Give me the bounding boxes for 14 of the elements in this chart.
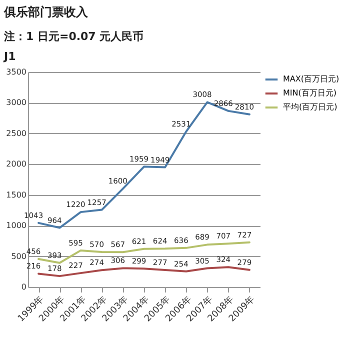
chart-subtitle: 注：1 日元=0.07 元人民币: [4, 29, 145, 44]
legend-label: MIN(百万日元): [283, 88, 336, 98]
y-tick-label: 0: [21, 282, 26, 292]
y-tick-label: 1000: [6, 221, 26, 230]
legend-label: 平均(百万日元): [283, 102, 338, 112]
y-tick-label: 3000: [6, 98, 26, 108]
y-tick-label: 3500: [6, 68, 26, 76]
y-tick-label: 2500: [6, 128, 26, 138]
text: J1: [4, 50, 17, 63]
y-tick-label: 500: [11, 252, 26, 261]
chart-title: 俱乐部门票收入: [4, 4, 89, 21]
y-tick-label: 1500: [6, 190, 26, 200]
legend-label: MAX(百万日元): [283, 74, 340, 84]
y-tick-label: 2000: [6, 160, 26, 169]
